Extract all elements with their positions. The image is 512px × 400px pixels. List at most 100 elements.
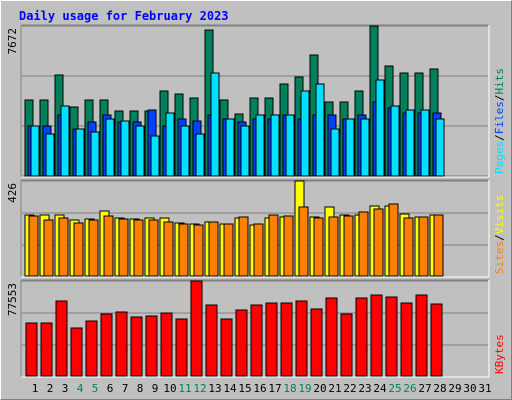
bar-sites [178,223,189,277]
bar-sites [193,224,204,277]
legend-visits-sites: Sites/Visits [493,195,506,275]
x-tick-day: 6 [107,382,114,395]
bar-kbytes [55,300,68,377]
bar-kbytes [415,294,428,377]
bar-sites [208,221,219,277]
legend-item-files: Files [493,101,506,134]
x-tick-day: 22 [343,382,356,395]
x-tick-day: 15 [238,382,251,395]
bar-kbytes [265,302,278,377]
bar-pages [75,128,85,177]
chart-title: Daily usage for February 2023 [19,9,229,23]
bar-sites [403,217,414,277]
x-tick-day: 24 [373,382,387,395]
legend-separator: / [493,95,506,102]
bar-kbytes [100,313,113,377]
x-tick-day: 9 [152,382,159,395]
bar-pages [195,133,205,177]
bar-sites [328,216,339,277]
x-tick-day: 17 [268,382,281,395]
legend-kbytes: KBytes [493,334,506,374]
bar-pages [405,109,415,177]
bar-pages [180,125,190,177]
bar-pages [330,128,340,177]
legend-item-hits: Hits [493,68,506,95]
x-tick-day: 19 [298,382,311,395]
bar-sites [433,214,444,277]
bar-sites [88,219,99,277]
x-tick-day: 20 [313,382,326,395]
bar-pages [255,114,265,177]
bar-pages [300,90,310,177]
bar-kbytes [145,315,158,377]
legend-separator: / [493,134,506,141]
bar-sites [58,217,69,277]
bar-kbytes [340,313,353,377]
bar-sites [223,223,234,277]
bar-pages [285,114,295,177]
bar-pages [420,109,430,177]
bar-sites [313,217,324,277]
legend-item-pages: Pages [493,141,506,174]
bar-sites [28,215,39,277]
bar-kbytes [85,320,98,377]
x-tick-day: 30 [463,382,476,395]
bar-pages [360,118,370,177]
bar-kbytes [325,297,338,377]
y-max-label: 7672 [6,28,19,55]
x-tick-day: 28 [433,382,446,395]
bar-kbytes [400,302,413,377]
bar-kbytes [250,304,263,377]
legend-item-sites: Sites [493,241,506,274]
y-max-label: 77553 [6,283,19,316]
bar-pages [120,120,130,177]
bar-sites [283,215,294,277]
x-tick-day: 23 [358,382,371,395]
bar-pages [270,114,280,177]
legend-item-kbytes: KBytes [493,334,506,374]
bar-pages [105,118,115,177]
bar-kbytes [385,296,398,377]
bar-pages [435,118,445,177]
bar-sites [103,215,114,277]
bar-kbytes [295,300,308,377]
x-tick-day: 7 [122,382,129,395]
bar-pages [345,118,355,177]
bar-kbytes [160,312,173,377]
bar-kbytes [310,308,323,377]
bar-sites [343,215,354,277]
bar-kbytes [175,318,188,377]
bar-sites [268,214,279,277]
x-tick-day: 26 [403,382,416,395]
x-tick-day: 18 [283,382,296,395]
bar-sites [73,222,84,277]
x-tick-day: 21 [328,382,341,395]
x-tick-day: 27 [418,382,431,395]
bar-sites [43,219,54,277]
x-tick-day: 12 [193,382,206,395]
bar-sites [148,219,159,277]
bar-kbytes [280,302,293,377]
x-tick-day: 10 [163,382,176,395]
bar-pages [90,131,100,177]
x-tick-day: 11 [178,382,191,395]
bar-pages [165,112,175,177]
legend-hits-files-pages: Pages/Files/Hits [493,68,506,174]
bar-pages [45,133,55,177]
bar-kbytes [115,311,128,377]
bar-pages [375,79,385,177]
x-tick-day: 29 [448,382,461,395]
y-max-label: 426 [6,183,19,203]
bar-pages [390,105,400,177]
bar-kbytes [370,294,383,377]
x-tick-day: 4 [77,382,84,395]
bar-sites [253,223,264,277]
bar-kbytes [220,318,233,377]
bar-pages [30,125,40,177]
x-tick-day: 2 [47,382,54,395]
x-tick-day: 16 [253,382,266,395]
bar-kbytes [70,327,83,377]
x-tick-day: 13 [208,382,221,395]
bar-kbytes [190,280,203,377]
